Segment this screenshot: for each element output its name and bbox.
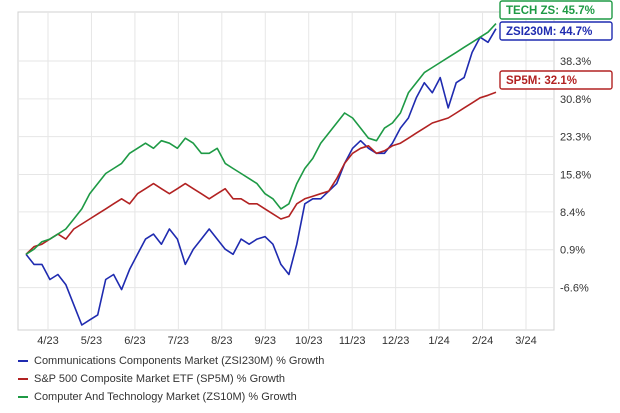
x-tick-label-8: 12/23 <box>382 335 410 347</box>
tag-label-sp5m: SP5M: 32.1% <box>506 75 577 87</box>
x-tick-label-4: 8/23 <box>211 335 232 347</box>
legend-item-zs10m: Computer And Technology Market (ZS10M) %… <box>18 388 324 406</box>
y-tick-label-0: -6.6% <box>560 283 589 295</box>
x-tick-label-11: 3/24 <box>515 335 536 347</box>
tag-box-sp5m <box>499 70 613 90</box>
legend-swatch-sp5m <box>18 378 28 380</box>
x-tick-label-9: 1/24 <box>428 335 449 347</box>
plot-area <box>17 11 555 331</box>
y-tick-label-6: 38.3% <box>560 56 591 68</box>
x-tick-label-7: 11/23 <box>339 335 366 347</box>
x-tick-label-2: 6/23 <box>124 335 145 347</box>
tag-label-zsi230m: ZSI230M: 44.7% <box>506 26 592 38</box>
y-tick-label-5: 30.8% <box>560 94 591 106</box>
tag-box-zsi230m <box>499 21 613 41</box>
legend-label-zs10m: Computer And Technology Market (ZS10M) %… <box>34 391 297 403</box>
legend-label-zsi230m: Communications Components Market (ZSI230… <box>34 355 325 367</box>
y-axis-ticks: -6.6% 0.9% 8.4% 15.8% 23.3% 30.8% 38.3% <box>560 56 591 295</box>
legend-swatch-zs10m <box>18 396 28 398</box>
y-tick-label-2: 8.4% <box>560 207 585 219</box>
legend-label-sp5m: S&P 500 Composite Market ETF (SP5M) % Gr… <box>34 373 286 385</box>
y-tick-label-1: 0.9% <box>560 245 585 257</box>
x-tick-label-6: 10/23 <box>295 335 323 347</box>
y-tick-label-4: 23.3% <box>560 132 591 144</box>
grid-lines <box>18 12 554 330</box>
tag-box-zs10m <box>499 0 613 20</box>
legend: Communications Components Market (ZSI230… <box>18 352 324 406</box>
series-line-zs10m <box>25 23 497 255</box>
x-tick-label-1: 5/23 <box>81 335 102 347</box>
legend-item-sp5m: S&P 500 Composite Market ETF (SP5M) % Gr… <box>18 370 324 388</box>
tag-label-zs10m: TECH ZS: 45.7% <box>506 5 595 17</box>
x-tick-label-3: 7/23 <box>168 335 189 347</box>
series-line-sp5m <box>25 91 497 255</box>
value-tags: ZSI230M: 44.7% SP5M: 32.1% TECH ZS: 45.7% <box>499 0 613 90</box>
x-tick-label-0: 4/23 <box>37 335 58 347</box>
legend-item-zsi230m: Communications Components Market (ZSI230… <box>18 352 324 370</box>
x-axis-ticks: 4/23 5/23 6/23 7/23 8/23 9/23 10/23 11/23 12/23 1… <box>37 335 536 347</box>
x-tick-label-10: 2/24 <box>472 335 493 347</box>
legend-swatch-zsi230m <box>18 360 28 362</box>
y-tick-label-3: 15.8% <box>560 170 591 182</box>
series-line-zsi230m <box>25 28 497 326</box>
x-tick-label-5: 9/23 <box>255 335 276 347</box>
series-lines <box>25 23 497 326</box>
